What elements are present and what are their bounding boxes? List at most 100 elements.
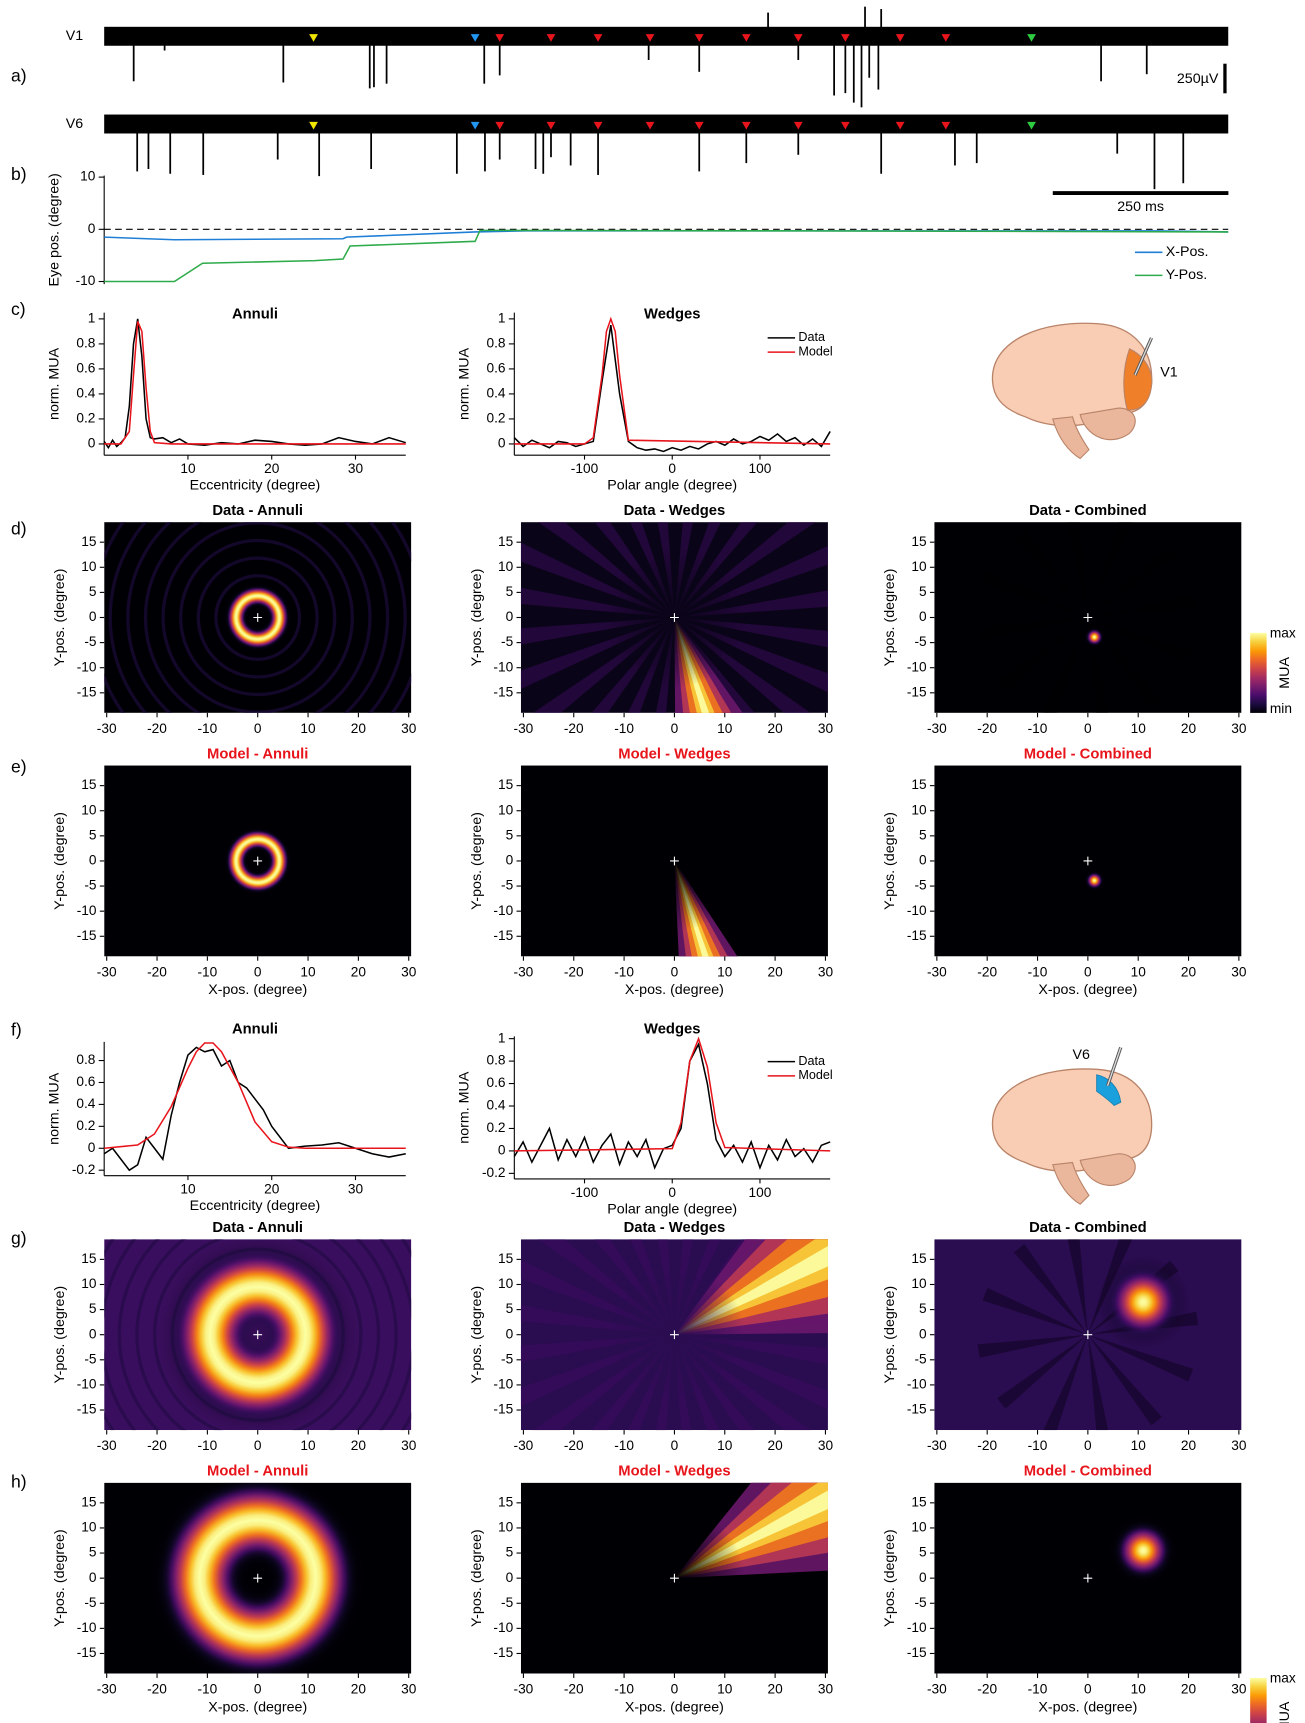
- x-tick-label: 20: [767, 964, 783, 979]
- y-tick-label: 0: [506, 1326, 514, 1341]
- y-tick-label: 0: [88, 436, 96, 451]
- y-tick-label: -5: [501, 878, 514, 893]
- x-axis-label: X-pos. (degree): [625, 1699, 724, 1715]
- y-tick-label: -5: [84, 878, 97, 893]
- channel-label: V6: [66, 116, 84, 132]
- y-tick-label: 10: [81, 1520, 97, 1535]
- y-tick-label: 10: [81, 559, 97, 574]
- trace-noise-band: [104, 26, 1229, 46]
- y-tick-label: -10: [77, 659, 97, 674]
- stimulus-marker: [593, 121, 603, 130]
- y-tick-label: 0.8: [487, 336, 506, 351]
- fixation-cross: [253, 1573, 263, 1583]
- y-axis-label: Y-pos. (degree): [882, 569, 898, 667]
- y-tick-label: 0.4: [487, 386, 506, 401]
- legend-label: Model: [798, 1068, 832, 1082]
- x-tick-label: 20: [264, 461, 280, 476]
- fixation-cross: [1083, 856, 1093, 866]
- chart-title: Model - Annuli: [207, 746, 308, 762]
- stimulus-marker: [645, 34, 655, 42]
- y-axis-label: Eye pos. (degree): [47, 173, 63, 286]
- x-tick-label: 0: [671, 964, 679, 979]
- y-tick-label: 0: [919, 1570, 927, 1585]
- y-tick-label: 0.4: [76, 1096, 95, 1111]
- y-tick-label: 0: [88, 1140, 96, 1155]
- y-tick-label: -5: [501, 634, 514, 649]
- stimulus-marker: [1027, 121, 1036, 130]
- x-tick-label: -20: [977, 1682, 997, 1697]
- x-tick-label: 20: [1181, 964, 1197, 979]
- y-tick-label: -15: [907, 684, 927, 699]
- chart-title: Model - Wedges: [618, 1464, 730, 1480]
- x-tick-label: -20: [147, 1438, 167, 1453]
- x-tick-label: 20: [351, 721, 367, 736]
- y-tick-label: -0.2: [72, 1162, 96, 1177]
- colorbar-max: max: [1270, 626, 1296, 641]
- x-tick-label: 10: [300, 1438, 316, 1453]
- chart-title: Model - Combined: [1024, 1464, 1152, 1480]
- x-tick-label: -10: [197, 964, 217, 979]
- x-tick-label: 30: [818, 964, 834, 979]
- y-axis-label: Y-pos. (degree): [469, 812, 485, 910]
- y-tick-label: 0.2: [76, 1118, 95, 1133]
- x-tick-label: -10: [1028, 1438, 1048, 1453]
- y-tick-label: 10: [911, 559, 927, 574]
- y-tick-label: -10: [493, 659, 513, 674]
- x-tick-label: -20: [147, 964, 167, 979]
- x-tick-label: -10: [1028, 721, 1048, 736]
- y-tick-label: 10: [81, 1276, 97, 1291]
- y-tick-label: 0.2: [76, 411, 95, 426]
- response-ripple: [214, 574, 302, 661]
- y-tick-label: 5: [506, 1545, 514, 1560]
- y-tick-label: 15: [81, 1251, 97, 1266]
- y-tick-label: 0: [88, 221, 96, 236]
- stimulus-marker: [470, 34, 480, 42]
- y-axis-label: norm. MUA: [47, 347, 63, 420]
- response-ray: [982, 1287, 1088, 1335]
- y-tick-label: -15: [77, 1645, 97, 1660]
- x-axis-label: X-pos. (degree): [1038, 982, 1137, 998]
- heatmap: [520, 1482, 828, 1674]
- panel-label: h): [11, 1471, 27, 1491]
- x-axis-label: Eccentricity (degree): [190, 1198, 321, 1214]
- response-ray: [520, 1334, 675, 1362]
- x-tick-label: -30: [97, 1438, 117, 1453]
- response-ray: [674, 617, 828, 648]
- legend-label: Data: [798, 1054, 826, 1068]
- y-tick-label: 10: [911, 1520, 927, 1535]
- y-tick-label: 5: [919, 1545, 927, 1560]
- y-tick-label: 10: [498, 1520, 514, 1535]
- x-tick-label: -10: [614, 1438, 634, 1453]
- x-tick-label: -20: [977, 1438, 997, 1453]
- panel-label: g): [11, 1228, 27, 1248]
- stimulus-marker: [593, 34, 603, 42]
- series-line: [513, 1042, 831, 1170]
- colorbar: [1250, 1677, 1267, 1723]
- x-tick-label: -20: [147, 721, 167, 736]
- y-tick-label: 0: [498, 436, 506, 451]
- response-ray: [629, 522, 675, 618]
- fixation-cross: [670, 1330, 679, 1340]
- y-tick-label: -5: [914, 878, 927, 893]
- y-tick-label: -10: [493, 1377, 513, 1392]
- y-tick-label: 0: [506, 609, 514, 624]
- y-tick-label: 15: [911, 777, 927, 792]
- stimulus-marker: [309, 34, 318, 42]
- y-tick-label: -15: [907, 928, 927, 943]
- x-tick-label: 10: [300, 1682, 316, 1697]
- series-line: [103, 1046, 406, 1172]
- y-tick-label: -10: [907, 903, 927, 918]
- x-tick-label: -20: [977, 721, 997, 736]
- y-axis-label: Y-pos. (degree): [52, 569, 68, 667]
- stimulus-marker: [941, 34, 951, 42]
- x-tick-label: -30: [514, 1438, 534, 1453]
- y-tick-label: 5: [89, 1545, 97, 1560]
- heatmap: [934, 765, 1242, 957]
- brain-illustration-v1: V1: [991, 322, 1178, 460]
- series-line: [104, 229, 1229, 283]
- y-axis-label: norm. MUA: [47, 1072, 63, 1145]
- chart-title: Data - Combined: [1029, 1220, 1147, 1236]
- y-tick-label: -0.2: [482, 1165, 506, 1180]
- response-ray: [520, 617, 675, 690]
